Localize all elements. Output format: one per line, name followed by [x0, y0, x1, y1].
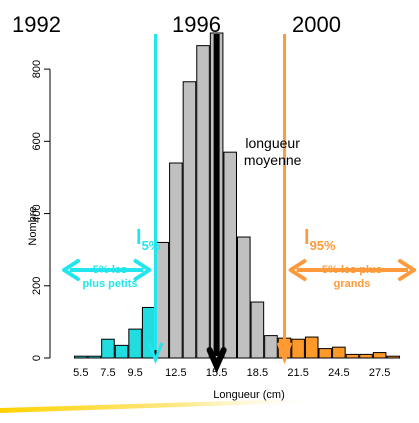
histogram-bar-middle — [264, 335, 278, 359]
histogram-bar-small — [114, 344, 129, 359]
marker-arrowhead-l95 — [277, 342, 293, 365]
histogram-bar-middle — [250, 301, 265, 359]
y-tick-label: 600 — [31, 132, 43, 150]
marker-arrowhead-mean — [206, 347, 227, 374]
y-tick-label: 400 — [31, 204, 43, 222]
x-tick-label: 18.5 — [247, 367, 268, 379]
x-tick-label: 7.5 — [100, 367, 115, 379]
histogram-bar-large — [304, 336, 319, 359]
small-fish-double-arrow-head-right — [133, 259, 152, 281]
small-fish-double-arrow-head-left — [62, 259, 80, 281]
histogram-bar-large — [372, 352, 387, 359]
x-tick-label: 12.5 — [165, 367, 186, 379]
decorative-slide-underline — [0, 398, 330, 413]
x-tick-label: 24.5 — [328, 367, 349, 379]
histogram-bar-small — [74, 355, 88, 359]
large-fish-label: grands — [334, 278, 371, 290]
histogram-bar-large — [359, 353, 373, 359]
histogram-bar-middle — [169, 162, 183, 359]
mean-label: moyenne — [244, 152, 302, 168]
small-fish-label: 5% les — [93, 264, 127, 276]
y-axis: 0 200 400 600 800 — [31, 60, 51, 361]
histogram-bar-small — [87, 355, 102, 359]
side-annotations: 5% les plus petits 5% les plus grands l5% l95… — [62, 227, 416, 290]
y-tick-label: 200 — [31, 277, 43, 295]
histogram-bar-large — [386, 355, 400, 359]
y-tick-label: 800 — [31, 60, 43, 78]
histogram-bar-middle — [196, 45, 210, 359]
y-axis-label: Nombre — [27, 206, 39, 245]
marker-arrowhead-l5 — [148, 342, 163, 365]
histogram-bar-large — [345, 353, 360, 359]
x-tick-label: 9.5 — [127, 367, 142, 379]
mean-label: longueur — [245, 135, 300, 151]
histogram-bar-large — [291, 338, 305, 359]
large-fish-double-arrow-head-right — [398, 259, 416, 281]
histogram-bar-small — [101, 338, 115, 359]
histogram-bars — [74, 32, 400, 359]
l95-label: l95% — [304, 227, 336, 253]
histogram-bar-middle — [182, 81, 197, 359]
x-tick-label: 5.5 — [73, 367, 88, 379]
x-tick-label: 27.5 — [369, 367, 390, 379]
y-tick-label: 0 — [31, 355, 43, 361]
large-fish-label: 5% les plus — [322, 264, 382, 276]
x-tick-label: 21.5 — [287, 367, 308, 379]
small-fish-label: plus petits — [82, 278, 137, 290]
year-label-1992: 1992 — [12, 12, 61, 37]
histogram-bar-small — [128, 328, 142, 359]
large-fish-double-arrow-head-left — [288, 259, 307, 281]
x-axis-label: Longueur (cm) — [213, 389, 285, 401]
histogram-bar-middle — [237, 236, 251, 359]
histogram-bar-large — [318, 348, 333, 359]
histogram-bar-middle — [155, 241, 170, 359]
year-label-2000: 2000 — [292, 12, 341, 37]
histogram-bar-middle — [223, 151, 238, 359]
histogram-bar-large — [332, 346, 346, 359]
x-axis: 5.5 7.5 9.5 12.5 15.5 18.5 21.5 24.5 27.5 — [73, 367, 390, 379]
l5-label: l5% — [136, 227, 161, 253]
